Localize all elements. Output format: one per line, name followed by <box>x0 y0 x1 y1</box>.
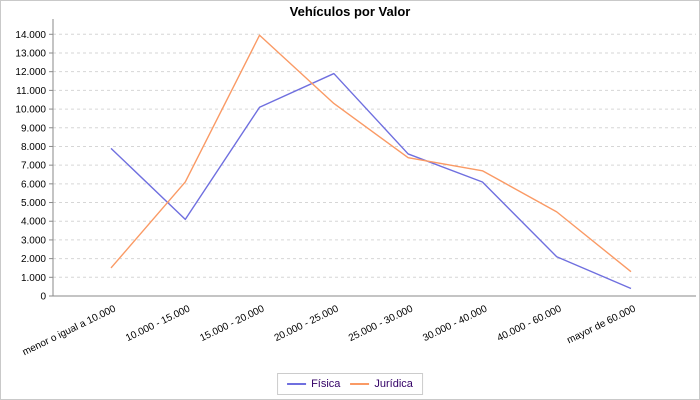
y-tick-label: 2.000 <box>21 254 46 265</box>
y-tick-label: 8.000 <box>21 142 46 153</box>
y-tick-label: 1.000 <box>21 273 46 284</box>
x-category-label: menor o igual a 10.000 <box>21 303 118 358</box>
y-tick-label: 0 <box>40 292 46 303</box>
y-tick-label: 12.000 <box>15 67 46 78</box>
y-tick-label: 11.000 <box>16 86 46 97</box>
legend-item-juridica: Jurídica <box>350 377 413 391</box>
fisica-line-swatch <box>287 383 307 385</box>
x-category-label: 30.000 - 40.000 <box>421 303 489 344</box>
y-tick-label: 3.000 <box>21 235 46 246</box>
y-tick-label: 14.000 <box>15 30 46 41</box>
y-tick-label: 9.000 <box>21 123 46 134</box>
y-tick-label: 7.000 <box>21 161 46 172</box>
x-category-label: 15.000 - 20.000 <box>198 303 266 344</box>
y-tick-label: 4.000 <box>21 217 46 228</box>
x-category-label: 20.000 - 25.000 <box>273 303 341 344</box>
legend-label-fisica: Física <box>311 378 341 390</box>
legend-item-fisica: Física <box>287 377 340 391</box>
chart-title: Vehículos por Valor <box>289 4 411 19</box>
x-category-label: 40.000 - 60.000 <box>496 303 564 344</box>
y-tick-label: 13.000 <box>15 48 46 59</box>
series-line-fisica <box>110 72 632 290</box>
y-tick-label: 10.000 <box>15 105 46 116</box>
legend-label-juridica: Jurídica <box>374 378 413 390</box>
legend: Física Jurídica <box>277 373 423 395</box>
y-tick-label: 6.000 <box>21 179 46 190</box>
x-category-label: mayor de 60.000 <box>565 303 638 346</box>
series-line-juridica <box>110 34 632 273</box>
plot-area: 0 1.000 2.000 3.000 4.000 5.000 6.000 7.000 8.00… <box>15 19 696 358</box>
juridica-line-swatch <box>350 383 370 385</box>
y-tick-label: 5.000 <box>21 198 46 209</box>
x-category-label: 25.000 - 30.000 <box>347 303 415 344</box>
x-category-label: 10.000 - 15.000 <box>124 303 192 344</box>
